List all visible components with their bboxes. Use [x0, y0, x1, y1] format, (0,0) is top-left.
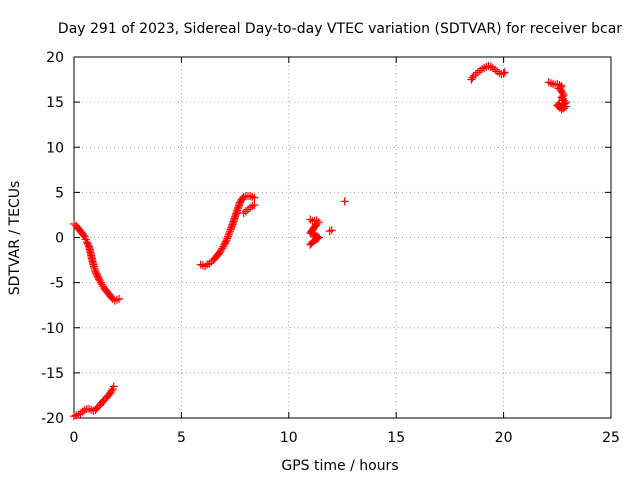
x-tick-label: 25: [602, 430, 620, 446]
data-point: [225, 228, 234, 237]
data-point: [223, 234, 232, 243]
y-tick-label: 20: [46, 50, 64, 66]
data-points: [70, 62, 570, 421]
y-tick-label: 5: [55, 185, 64, 201]
x-tick-label: 15: [387, 430, 405, 446]
data-point: [115, 294, 124, 303]
data-point: [307, 239, 316, 248]
y-tick-label: 0: [55, 231, 64, 247]
data-point: [246, 191, 255, 200]
data-point: [109, 382, 118, 391]
data-point: [500, 68, 509, 77]
data-point: [488, 63, 497, 72]
y-tick-label: -20: [41, 411, 64, 427]
data-point: [226, 227, 235, 236]
data-point: [306, 215, 315, 224]
data-point: [473, 68, 482, 77]
data-point: [554, 100, 563, 109]
data-point: [340, 197, 349, 206]
data-point: [325, 227, 334, 236]
x-tick-label: 20: [495, 430, 513, 446]
chart-title: Day 291 of 2023, Sidereal Day-to-day VTE…: [58, 21, 622, 37]
data-point: [79, 231, 88, 240]
data-point: [250, 193, 259, 202]
x-tick-label: 0: [70, 430, 79, 446]
data-point: [198, 261, 207, 270]
data-point: [248, 201, 257, 210]
data-point: [469, 71, 478, 80]
data-point: [248, 192, 257, 201]
y-tick-label: 15: [46, 95, 64, 111]
y-axis-label: SDTVAR / TECUs: [7, 181, 23, 296]
data-point: [327, 226, 336, 235]
data-point: [222, 236, 231, 245]
y-tick-label: 10: [46, 140, 64, 156]
grid: [74, 57, 611, 418]
data-point: [223, 232, 232, 241]
y-tick-label: -15: [41, 366, 64, 382]
data-point: [95, 275, 104, 284]
data-point: [107, 386, 116, 395]
data-point: [250, 201, 259, 210]
data-point: [499, 69, 508, 78]
x-tick-label: 10: [280, 430, 298, 446]
data-point: [555, 99, 564, 108]
data-point: [219, 242, 228, 251]
data-point: [243, 205, 252, 214]
axis-ticks: 0 5 10 15 20 25 -20 -15 -10 -5 0 5 10 15 20: [41, 50, 620, 446]
data-point: [221, 237, 230, 246]
data-point: [467, 75, 476, 84]
data-point: [306, 240, 315, 249]
data-point: [546, 79, 555, 88]
y-tick-label: -10: [41, 321, 64, 337]
data-point: [224, 230, 233, 239]
y-tick-label: -5: [50, 276, 64, 292]
x-axis-label: GPS time / hours: [281, 458, 398, 474]
x-tick-label: 5: [177, 430, 186, 446]
data-point: [241, 207, 250, 216]
